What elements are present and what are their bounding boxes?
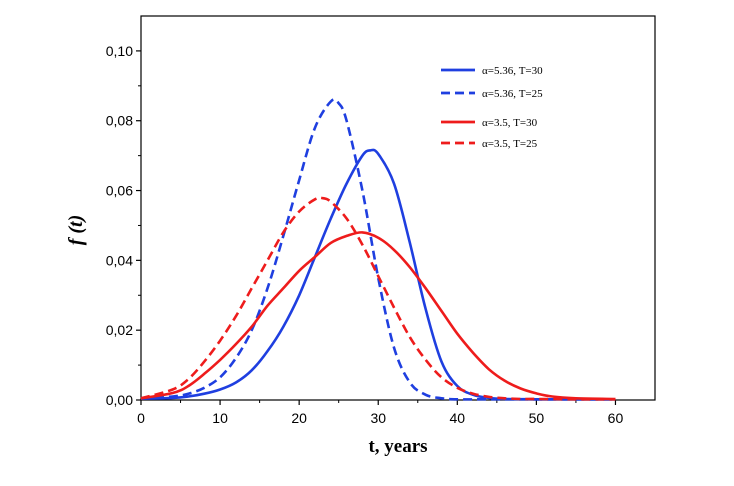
- series-alpha-3-5-t30-line: [140, 231, 616, 401]
- axis-ticks: 0 10 20 30 40 50 60 0,00 0,02 0,04 0,06 0,08 0,10: [106, 43, 624, 426]
- x-tick-label: 50: [529, 410, 545, 426]
- y-tick-label: 0,08: [106, 113, 133, 129]
- series-alpha-5-36-t25-line: [140, 98, 616, 401]
- data-series: [140, 98, 616, 401]
- x-tick-label: 10: [212, 410, 228, 426]
- series-alpha-5-36-t25-legend-label: α=5.36, T=25: [482, 88, 543, 100]
- y-axis-label: f (t): [65, 215, 87, 246]
- series-alpha-3-5-t30-legend-label: α=3.5, T=30: [482, 117, 538, 129]
- plot-frame: [140, 15, 656, 401]
- x-axis-label: t, years: [368, 436, 427, 457]
- y-tick-label: 0,10: [106, 43, 133, 59]
- x-tick-label: 60: [608, 410, 624, 426]
- legend: α=5.36, T=30 α=5.36, T=25 α=3.5, T=30 α=3.5…: [441, 65, 543, 150]
- y-tick-label: 0,00: [106, 392, 133, 408]
- y-tick-label: 0,04: [106, 252, 133, 268]
- y-tick-label: 0,02: [106, 322, 133, 338]
- series-alpha-3-5-t25-line: [140, 196, 616, 401]
- y-tick-label: 0,06: [106, 183, 133, 199]
- x-tick-label: 20: [291, 410, 307, 426]
- x-tick-label: 30: [370, 410, 386, 426]
- series-alpha-5-36-t30-legend-label: α=5.36, T=30: [482, 65, 543, 77]
- series-alpha-3-5-t25-legend-label: α=3.5, T=25: [482, 138, 538, 150]
- x-tick-label: 0: [137, 410, 145, 426]
- x-tick-label: 40: [450, 410, 466, 426]
